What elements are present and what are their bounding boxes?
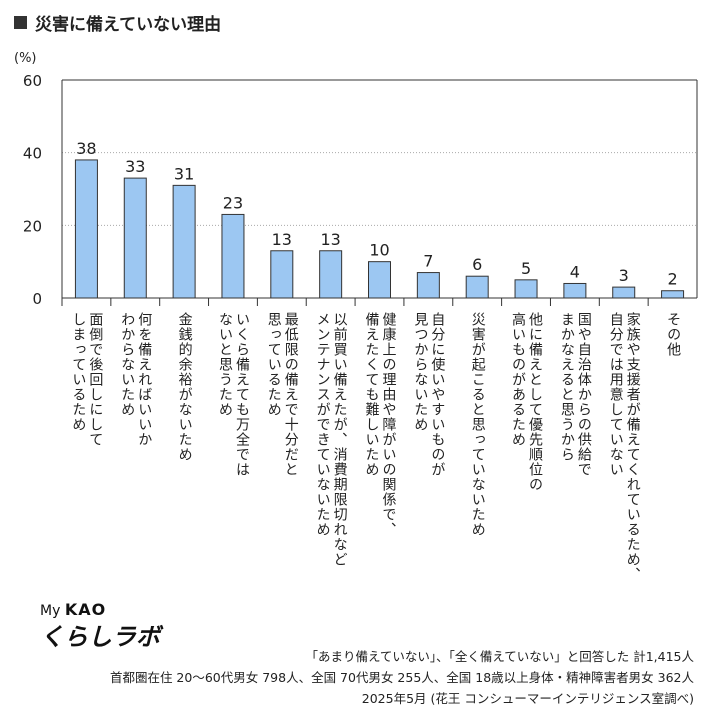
category-label: 他に備えとして優先順位の 高いものがあるため [510,312,544,492]
category-label: 健康上の理由や障がいの関係で、 備えたくても難しいため [363,312,397,537]
chart-title-text: 災害に備えていない理由 [35,15,222,35]
category-label: 面倒で後回しにして しまっているため [70,312,104,447]
data-label: 3 [619,266,629,285]
data-label: 13 [320,230,340,249]
survey-notes: 「あまり備えていない」、「全く備えていない」と回答した 計1,415人 首都圏在… [110,646,694,709]
bar [74,159,98,299]
bar [368,261,391,299]
y-tick-label: 60 [23,72,42,90]
y-tick-label: 0 [32,290,42,308]
square-bullet-icon [14,16,27,29]
y-axis-unit-label: (%) [14,51,37,66]
data-label: 6 [472,255,482,274]
category-label: その他 [665,312,682,357]
data-label: 4 [570,262,580,281]
bar [123,177,147,299]
logo-my: My [40,603,61,619]
data-label: 38 [76,139,96,158]
category-label: 国や自治体からの供給で まかなえると思うから [558,312,592,477]
category-label: 金銭的余裕がないため [176,312,193,462]
category-label: 自分に使いやすいものが 見つからないため [412,312,446,477]
bar [514,279,538,299]
bar [661,290,685,299]
data-label: 5 [521,259,531,278]
y-tick-label: 20 [23,217,42,235]
category-label: 災害が起こると思っていないため [469,312,486,537]
bar [416,272,440,299]
category-label: 以前買い備えたが、消費期限切れなど メンテナンスができていないため [314,312,348,567]
data-label: 23 [223,193,243,212]
data-label: 31 [174,164,194,183]
category-label: 最低限の備えで十分だと 思っているため [265,312,299,477]
bar [172,184,196,299]
bar [319,250,343,299]
data-label: 33 [125,157,145,176]
bar [563,282,587,299]
category-label: 家族や支援者が備えてくれているため、 自分では用意していない [607,312,641,582]
bar [221,213,245,299]
note-respondents: 「あまり備えていない」、「全く備えていない」と回答した 計1,415人 [305,649,694,664]
my-kao-kurashi-labo-logo: My KAO くらしラボ [40,600,160,652]
logo-kao: KAO [64,600,107,619]
note-source: 2025年5月 (花王 コンシューマーインテリジェンス室調べ) [361,691,694,706]
note-breakdown: 首都圏在住 20～60代男女 798人、全国 70代男女 255人、全国 18歳… [109,670,694,685]
bar [270,250,294,299]
logo-labo: くらしラボ [40,623,160,651]
data-label: 7 [423,252,433,271]
data-label: 13 [272,230,292,249]
data-label: 10 [369,241,389,260]
chart-title: 災害に備えていない理由 [14,10,221,35]
bar [465,275,489,299]
category-label: 何を備えればいいか わからないため [119,312,153,447]
y-tick-label: 40 [23,145,42,163]
category-label: いくら備えても万全では ないと思うため [216,312,250,477]
data-label: 2 [667,270,677,289]
bar [612,286,636,299]
